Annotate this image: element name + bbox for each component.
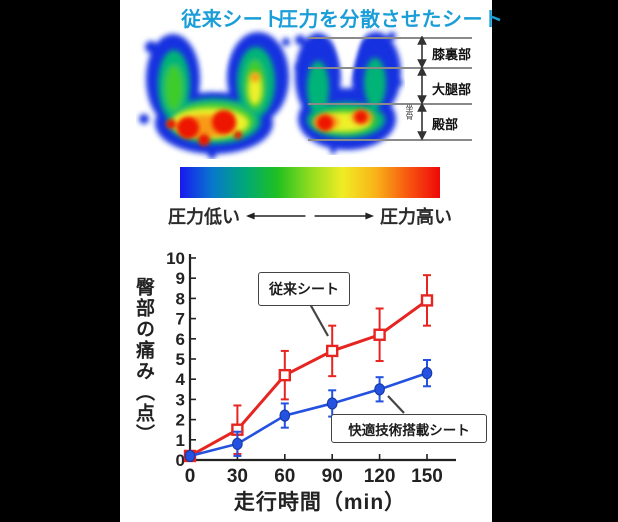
x-tick-label: 120 (364, 466, 396, 487)
y-tick-label: 10 (166, 249, 185, 268)
marker-filled-circle (232, 437, 243, 450)
marker-open-square (325, 344, 339, 358)
callout-pointer-conventional (309, 303, 329, 337)
heatmap-notch (332, 28, 364, 86)
marker-filled-circle (279, 409, 291, 422)
pressure-heatmap-dispersed (295, 28, 403, 154)
y-tick-label: 1 (176, 431, 185, 450)
y-tick-label: 8 (176, 289, 185, 308)
region-label-buttock: 殿部 (432, 117, 459, 132)
marker-filled-circle (184, 449, 196, 463)
y-tick-label: 0 (176, 451, 185, 470)
marker-filled-circle (326, 397, 338, 410)
marker-open-square (420, 294, 434, 307)
header-dispersed-seat: 圧力を分散させたシート (278, 9, 504, 31)
region-divider-line (308, 67, 472, 69)
y-tick-label: 6 (176, 330, 185, 349)
region-divider-line (308, 139, 472, 141)
marker-filled-circle (374, 383, 385, 396)
ischium-note: 坐骨 (405, 104, 414, 120)
y-tick-label: 7 (176, 310, 185, 329)
region-arrows (417, 36, 427, 141)
callout-conventional-seat: 従来シート (258, 272, 350, 306)
x-tick-label: 150 (411, 466, 443, 487)
callout-comfort-seat: 快適技術搭載シート (331, 414, 487, 443)
x-tick-label: 90 (322, 466, 343, 487)
region-label-knee-back: 膝裏部 (432, 47, 472, 62)
heatmap-red-layer (317, 110, 368, 131)
colorbar-label-high: 圧力高い (380, 207, 452, 227)
x-tick-label: 60 (274, 466, 295, 487)
y-tick-label: 9 (176, 269, 185, 288)
arrow-left-icon (246, 212, 306, 220)
x-tick-label: 0 (185, 466, 196, 487)
arrow-right-icon (314, 212, 374, 220)
y-tick-label: 5 (176, 350, 185, 369)
region-label-thigh: 大腿部 (432, 82, 472, 97)
marker-filled-circle (421, 367, 433, 380)
pressure-heatmap-conventional (139, 27, 302, 159)
region-divider-line (308, 103, 472, 105)
marker-open-square (278, 368, 292, 382)
y-tick-label: 3 (176, 390, 185, 409)
x-tick-label: 30 (227, 466, 248, 487)
region-divider-line (308, 37, 472, 39)
series-line-0 (189, 299, 428, 458)
figure-panel: 従来シート 圧力を分散させたシート (120, 0, 504, 522)
heatmap-notch (200, 27, 234, 91)
series-line-1 (189, 371, 428, 458)
pressure-colorbar (180, 167, 440, 198)
y-tick-label: 4 (176, 370, 186, 389)
colorbar-label-low: 圧力低い (168, 207, 240, 227)
header-conventional-seat: 従来シート (181, 9, 284, 31)
chart-x-axis-label: 走行時間（min） (233, 491, 407, 514)
colorbar-labels: 圧力低い 圧力高い (168, 203, 452, 229)
heatmap-red-layer (166, 110, 242, 146)
y-tick-label: 2 (176, 411, 185, 430)
marker-open-square (373, 328, 386, 341)
chart-y-axis-label: 臀部の痛み（点） (133, 277, 154, 445)
callout-pointer-comfort (387, 395, 405, 414)
